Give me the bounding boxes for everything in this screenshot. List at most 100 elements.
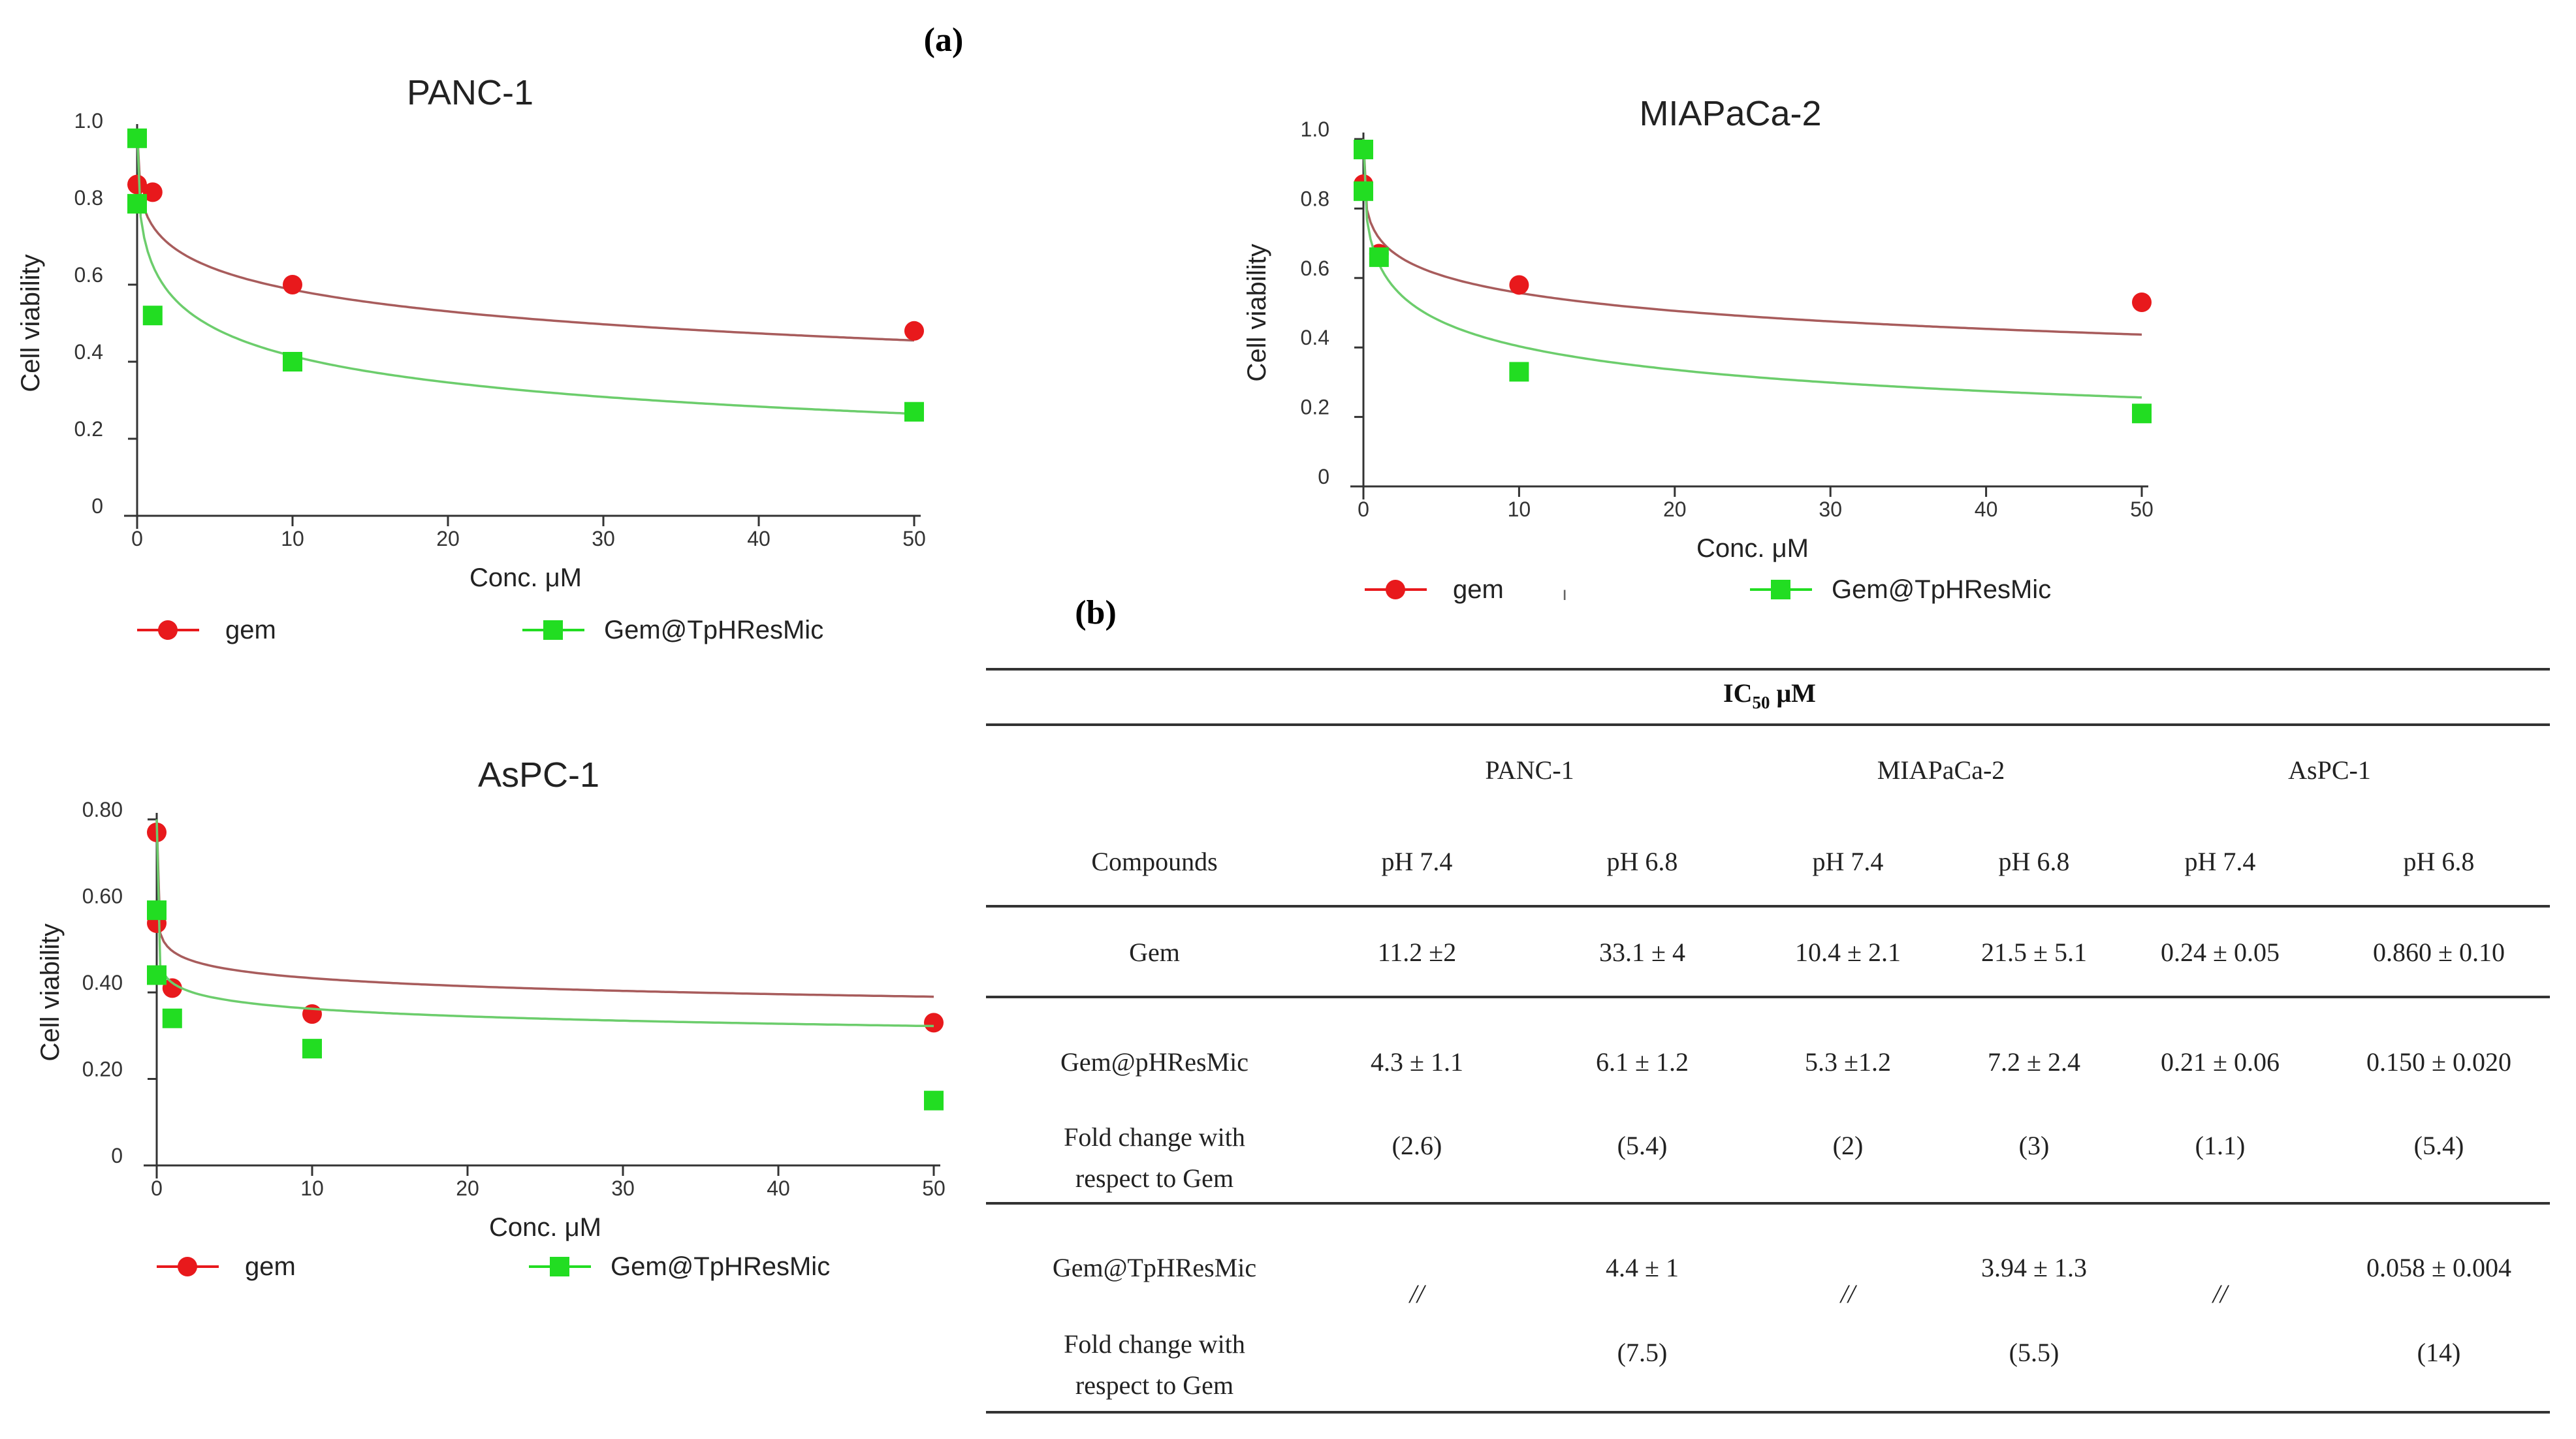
fit-curve: [155, 819, 934, 1028]
chart-title: MIAPaCa-2: [1639, 94, 1821, 133]
y-axis-label: Cell viability: [16, 254, 45, 392]
legend: gem Gem@TpHResMic ı: [1365, 575, 2051, 605]
fit-curve: [136, 130, 915, 342]
table-row-label: Gem@TpHResMic: [1053, 1253, 1256, 1282]
legend-marker-gem: [158, 620, 178, 640]
data-point-gem: [162, 978, 182, 998]
table-value: 5.3 ±1.2: [1805, 1047, 1891, 1077]
x-axis-label: Conc. μM: [1696, 534, 1809, 563]
x-tick-label: 30: [592, 527, 615, 550]
table-value: //: [1839, 1279, 1858, 1308]
x-tick-label: 40: [747, 527, 771, 550]
x-tick-label: 30: [611, 1177, 635, 1200]
data-point-gem: [924, 1013, 944, 1033]
data-point-gem-tphresmic: [142, 306, 163, 326]
table-value: 0.21 ± 0.06: [2161, 1047, 2280, 1077]
x-tick-label: 40: [1975, 498, 1998, 521]
fit-curve: [136, 130, 915, 415]
table-row-label: respect to Gem: [1075, 1163, 1233, 1193]
x-tick-label: 0: [151, 1177, 163, 1200]
legend: gem Gem@TpHResMic: [137, 616, 823, 644]
y-tick-label: 0: [1318, 465, 1329, 488]
table-value: (5.4): [1617, 1131, 1668, 1160]
table-value: 7.2 ± 2.4: [1988, 1047, 2080, 1077]
chart-aspc-1: AsPC-1 0 0.20 0.40 0.60 0.80 0 10 20 30 40 50 Conc. …: [36, 755, 946, 1281]
y-tick-label: 0.80: [82, 798, 123, 821]
x-tick-label: 20: [1663, 498, 1687, 521]
y-tick-label: 0: [91, 494, 103, 518]
table-value: (14): [2417, 1338, 2461, 1367]
table-row-label: Gem: [1129, 938, 1180, 967]
y-tick-label: 0.8: [74, 186, 103, 210]
table-cell-line-header: PANC-1: [1485, 755, 1574, 785]
legend-label-gem-tphresmic: Gem@TpHResMic: [1832, 575, 2051, 604]
fit-curve: [1362, 138, 2142, 336]
data-point-gem-tphresmic: [1354, 181, 1373, 201]
table-value: (1.1): [2195, 1131, 2246, 1160]
data-point-gem-tphresmic: [147, 900, 167, 921]
table-title-main: IC: [1723, 678, 1752, 708]
x-tick-label: 0: [131, 527, 143, 550]
table-value: 3.94 ± 1.3: [1981, 1253, 2087, 1282]
table-row-label: Gem@pHResMic: [1060, 1047, 1248, 1077]
x-axis-label: Conc. μM: [489, 1213, 601, 1242]
table-value: 0.058 ± 0.004: [2366, 1253, 2511, 1282]
table-ph-header: pH 6.8: [1607, 847, 1678, 876]
data-point-gem: [283, 275, 302, 294]
table-ph-header: pH 6.8: [1999, 847, 2070, 876]
data-point-gem-tphresmic: [2132, 403, 2152, 424]
legend-marker-gem: [1386, 580, 1405, 599]
legend-marker-gem-tphresmic: [543, 620, 563, 640]
y-tick-label: 0.4: [74, 340, 103, 364]
data-point-gem-tphresmic: [924, 1090, 944, 1111]
x-tick-label: 50: [922, 1177, 946, 1200]
table-cell-line-header: AsPC-1: [2288, 755, 2371, 785]
legend-marker-gem: [178, 1257, 197, 1276]
x-tick-label: 20: [436, 527, 460, 550]
table-value: 33.1 ± 4: [1599, 938, 1685, 967]
y-tick-label: 0.40: [82, 971, 123, 994]
series-gem: [147, 819, 944, 1033]
x-axis-label: Conc. μM: [469, 563, 582, 592]
charts-container: PANC-1 0 0.2 0.4 0.6 0.8 1.0 0 10 20 30 40 50 Conc. μ…: [16, 73, 2154, 1281]
table-value: (2.6): [1392, 1131, 1442, 1160]
table-ph-header: pH 7.4: [1813, 847, 1884, 876]
data-point-gem: [142, 182, 163, 202]
data-point-gem: [1509, 275, 1529, 295]
table-compounds-header: Compounds: [1091, 847, 1217, 876]
y-axis-label: Cell viability: [36, 923, 65, 1061]
data-point-gem-tphresmic: [1509, 362, 1529, 382]
y-tick-label: 0.6: [1301, 257, 1329, 280]
y-tick-label: 0.20: [82, 1058, 123, 1081]
x-tick-label: 50: [902, 527, 926, 550]
table-row-label: Fold change with: [1064, 1329, 1245, 1359]
table-ph-header: pH 6.8: [2404, 847, 2475, 876]
x-tick-label: 10: [1508, 498, 1531, 521]
table-value: 4.3 ± 1.1: [1371, 1047, 1463, 1077]
data-point-gem-tphresmic: [283, 352, 302, 372]
table-value: 0.860 ± 0.10: [2373, 938, 2505, 967]
table-title-subscript: 50: [1753, 693, 1770, 712]
legend-label-gem: gem: [245, 1252, 296, 1281]
data-point-gem-tphresmic: [302, 1039, 322, 1059]
legend-label-gem-tphresmic: Gem@TpHResMic: [604, 616, 823, 644]
data-point-gem-tphresmic: [904, 402, 924, 422]
table-value: 21.5 ± 5.1: [1981, 938, 2087, 967]
legend-label-gem: gem: [1453, 575, 1504, 604]
table-value: (2): [1833, 1131, 1864, 1160]
data-point-gem-tphresmic: [1369, 247, 1389, 267]
y-tick-label: 0.60: [82, 885, 123, 908]
table-title-unit: μM: [1770, 678, 1816, 708]
table-value: 11.2 ±2: [1378, 938, 1456, 967]
y-tick-label: 0: [111, 1144, 123, 1167]
table-value: //: [2212, 1279, 2230, 1308]
data-point-gem-tphresmic: [127, 194, 147, 214]
data-point-gem: [2132, 293, 2152, 313]
series-gem-tphresmic: [147, 819, 944, 1111]
y-axis-label: Cell viability: [1243, 244, 1271, 381]
table-value: 4.4 ± 1: [1606, 1253, 1679, 1282]
data-point-gem-tphresmic: [1354, 139, 1373, 159]
table-value: (5.5): [2009, 1338, 2059, 1367]
data-point-gem: [302, 1004, 322, 1024]
